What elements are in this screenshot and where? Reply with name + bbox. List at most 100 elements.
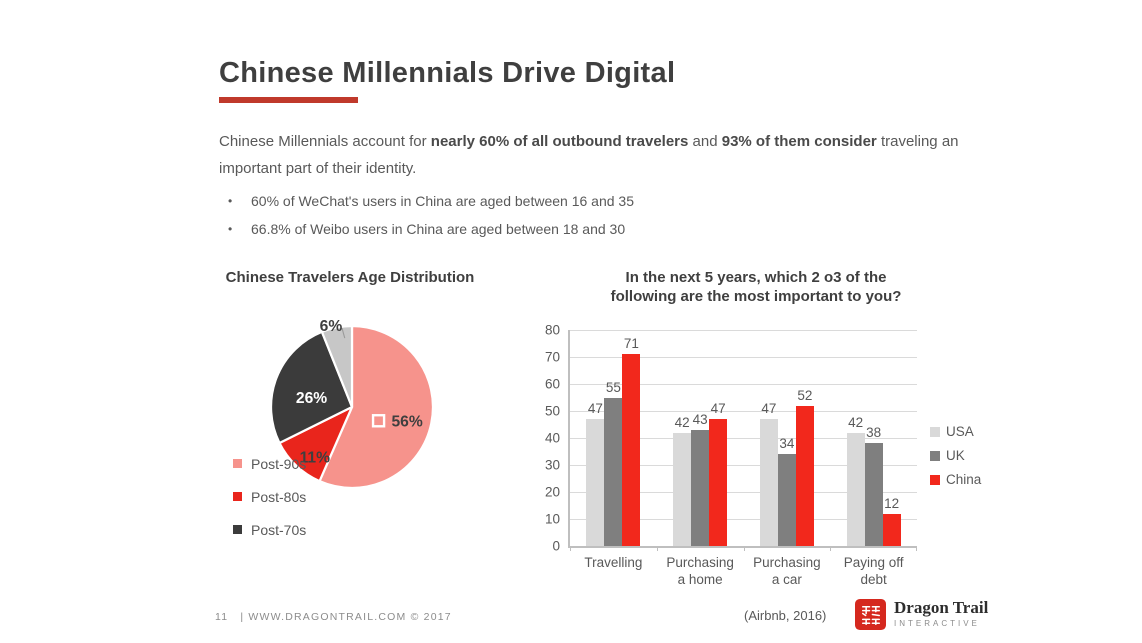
bar-chart-title: In the next 5 years, which 2 o3 of the f…	[610, 269, 902, 305]
intro-seg3: traveling an important part of their ide…	[219, 133, 959, 177]
gridline	[570, 438, 917, 439]
bar-group: 47 34 52	[744, 330, 831, 546]
title-accent-rule	[219, 97, 358, 103]
gridline	[570, 384, 917, 385]
bar-value-label: 47	[710, 401, 726, 417]
bar-UK: 34	[777, 436, 796, 546]
x-axis-tick	[830, 546, 832, 551]
y-axis-tick-label: 40	[544, 430, 560, 446]
bar-USA: 42	[846, 415, 865, 546]
pie-legend: Post-90s Post-80s Post-70s	[233, 447, 306, 546]
bar-China: 47	[709, 401, 728, 546]
gridline	[570, 519, 917, 520]
bullet-text: 60% of WeChat's users in China are aged …	[251, 193, 634, 209]
y-axis-tick-label: 0	[552, 538, 560, 554]
bar-value-label: 42	[674, 414, 690, 430]
x-axis-category-label: Purchasing a car	[753, 555, 821, 587]
bar-China: 12	[882, 496, 901, 546]
intro-seg1: Chinese Millennials account for	[219, 133, 431, 150]
x-axis-category-label: Travelling	[584, 555, 643, 570]
bar-value-label: 47	[761, 401, 777, 417]
bullet-dot: •	[228, 222, 233, 236]
bullet-item: • 60% of WeChat's users in China are aged…	[228, 193, 634, 210]
footer-site: | WWW.DRAGONTRAIL.COM © 2017	[240, 611, 452, 623]
legend-label: Post-70s	[251, 521, 307, 538]
logo-text: Dragon Trail INTERACTIVE	[894, 598, 989, 629]
bar-USA: 47	[586, 401, 605, 546]
bar-China: 71	[622, 336, 641, 546]
bullet-dot: •	[228, 194, 233, 208]
bar-value-label: 38	[866, 425, 882, 441]
bullet-text: 66.8% of Weibo users in China are aged b…	[251, 221, 626, 237]
legend-swatch	[930, 426, 940, 437]
pie-slice-label: 11%	[300, 450, 331, 467]
pie-slice-Post-70s	[269, 330, 354, 445]
x-axis-tick	[916, 546, 917, 551]
bar-legend-item-USA: USA	[930, 424, 981, 439]
bar-group: 42 43 47	[657, 330, 744, 546]
footer-left: 11 | WWW.DRAGONTRAIL.COM © 2017	[215, 611, 452, 623]
y-axis-tick-label: 30	[544, 457, 560, 473]
bar-value-label: 71	[623, 336, 639, 352]
bar-legend-item-China: China	[930, 472, 981, 487]
x-axis-tick	[570, 546, 571, 551]
pie-chart-title: Chinese Travelers Age Distribution	[225, 269, 475, 286]
logo-name: Dragon Trail	[894, 598, 989, 617]
bar-value-label: 34	[779, 436, 795, 452]
bar-UK: 55	[604, 380, 623, 546]
gridline	[570, 411, 917, 412]
bar-legend-item-UK: UK	[930, 448, 981, 463]
bullet-item: • 66.8% of Weibo users in China are aged …	[228, 221, 634, 238]
legend-label: Post-90s	[251, 455, 307, 472]
bar-value-label: 55	[605, 379, 621, 395]
x-axis-tick	[656, 546, 658, 551]
legend-label: Post-80s	[251, 488, 307, 505]
intro-paragraph: Chinese Millennials account for nearly 6…	[219, 128, 1019, 182]
x-axis-category-label: Paying off debt	[843, 555, 904, 587]
dragon-trail-logo: Dragon Trail INTERACTIVE	[855, 599, 988, 630]
bullet-list: • 60% of WeChat's users in China are aged…	[228, 193, 634, 249]
bar-UK: 43	[691, 412, 710, 546]
bar-China: 52	[795, 388, 814, 546]
bar-chart-legend: USA UK China	[930, 424, 981, 496]
pie-slice-6%	[320, 324, 354, 409]
legend-swatch	[233, 492, 242, 501]
bar-UK: 38	[864, 425, 883, 546]
slide-title: Chinese Millennials Drive Digital	[219, 57, 676, 90]
legend-swatch	[930, 450, 940, 461]
legend-label: China	[946, 472, 982, 487]
bar-chart-plot: 0 10 20 30 40 50 60 70 80 47 55 71 Travelling 42 43 47 P…	[545, 323, 917, 587]
x-axis-category-label: Purchasing a home	[666, 555, 734, 587]
y-axis-tick-label: 20	[544, 484, 560, 500]
logo-subtitle: INTERACTIVE	[894, 619, 980, 628]
gridline	[570, 357, 917, 358]
pie-slice-Post-90s	[318, 324, 435, 489]
bar-group: 42 38 12	[830, 330, 917, 546]
bar-value-label: 47	[587, 401, 603, 417]
pie-label-leader-line	[341, 327, 346, 339]
bar-group: 47 55 71	[570, 330, 657, 546]
pie-legend-item-Post-80s: Post-80s	[233, 480, 306, 513]
legend-swatch	[233, 459, 242, 468]
pie-chart: 56% 11% 26% 6%	[269, 318, 435, 489]
page-number: 11	[215, 611, 229, 623]
gridline	[570, 330, 917, 331]
dragon-trail-seal-icon	[855, 599, 886, 630]
y-axis-tick-label: 50	[544, 403, 560, 419]
y-axis-tick-label: 70	[544, 349, 560, 365]
chart-source-note: (Airbnb, 2016)	[744, 608, 827, 623]
pie-label-marker	[371, 414, 386, 428]
y-axis-tick-label: 80	[544, 322, 560, 338]
y-axis-tick-label: 60	[544, 376, 560, 392]
legend-swatch	[930, 474, 940, 485]
gridline	[570, 465, 917, 466]
intro-bold1: nearly 60% of all outbound travelers	[430, 133, 689, 150]
legend-swatch	[233, 525, 242, 534]
bar-USA: 42	[673, 415, 692, 546]
bar-value-label: 42	[848, 414, 864, 430]
gridline	[570, 492, 917, 493]
intro-bold2: 93% of them consider	[721, 133, 877, 150]
bar-value-label: 43	[692, 411, 708, 427]
pie-slice-label: 26%	[296, 390, 327, 407]
